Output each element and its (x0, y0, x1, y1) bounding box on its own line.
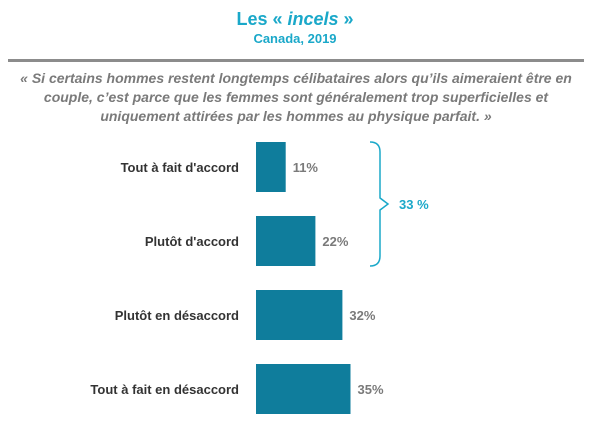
title-prefix: Les « (236, 9, 288, 29)
bar (256, 142, 286, 192)
value-label: 22% (322, 234, 348, 249)
category-label: Tout à fait en désaccord (90, 382, 239, 397)
value-label: 32% (349, 308, 375, 323)
title-emphasis: incels (287, 9, 339, 29)
bar (256, 216, 316, 266)
bar (256, 290, 343, 340)
bracket (369, 141, 390, 267)
annotation-label: 33 % (399, 197, 429, 212)
title-block: Les « incels » Canada, 2019 (0, 8, 590, 47)
survey-question: « Si certains hommes restent longtemps c… (20, 70, 572, 124)
category-label: Plutôt en désaccord (115, 308, 239, 323)
value-label: 35% (358, 382, 384, 397)
chart-subtitle: Canada, 2019 (253, 31, 337, 46)
title-suffix: » (338, 9, 354, 29)
chart-title: Les « incels » (0, 8, 590, 30)
category-label: Plutôt d'accord (145, 234, 239, 249)
category-label: Tout à fait d'accord (121, 160, 239, 175)
divider-rule (8, 59, 584, 62)
bar (256, 364, 351, 414)
value-label: 11% (293, 160, 319, 175)
